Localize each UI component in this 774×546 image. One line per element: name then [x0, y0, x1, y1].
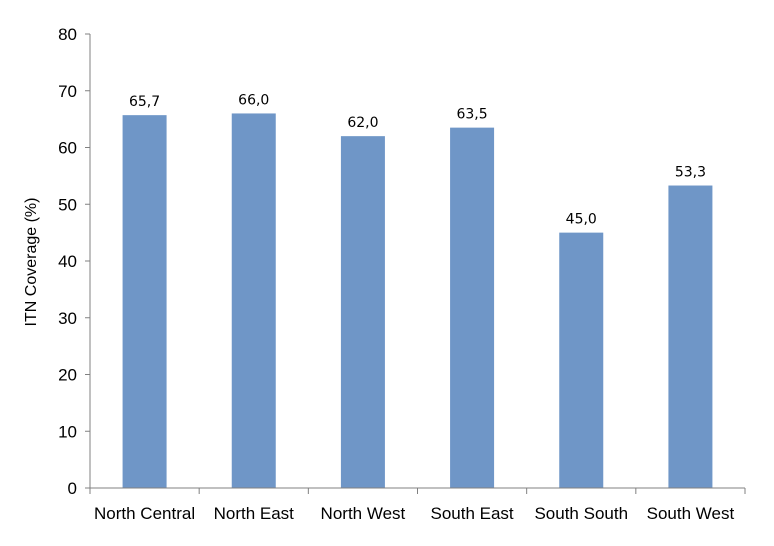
x-category-label: South East: [430, 504, 513, 523]
bar-value-label: 53,3: [675, 165, 706, 181]
bar: [559, 232, 604, 488]
y-tick-label: 40: [58, 252, 77, 271]
y-tick-label: 50: [58, 195, 77, 214]
y-tick-label: 80: [58, 25, 77, 44]
bar: [122, 115, 167, 488]
bars: 65,7 66,0 62,0 63,5 45,0 53,3: [122, 92, 713, 488]
bar: [450, 127, 495, 488]
y-tick-label: 0: [68, 479, 77, 498]
y-tick-label: 30: [58, 309, 77, 328]
bar-value-label: 63,5: [456, 107, 487, 123]
y-axis-ticks: 0 10 20 30 40 50 60 70 80: [58, 25, 90, 498]
y-tick-label: 60: [58, 139, 77, 158]
y-tick-label: 10: [58, 422, 77, 441]
x-axis-ticks: North Central North East North West South E…: [89, 488, 746, 523]
x-category-label: South South: [534, 504, 628, 523]
bar: [231, 113, 276, 488]
bar-value-label: 62,0: [347, 115, 378, 131]
x-category-label: North Central: [94, 504, 195, 523]
y-tick-label: 70: [58, 82, 77, 101]
x-category-label: South West: [647, 504, 735, 523]
bar-value-label: 65,7: [129, 94, 160, 110]
bar-value-label: 45,0: [566, 212, 597, 228]
bar: [340, 136, 385, 488]
y-axis-title: ITN Coverage (%): [23, 198, 40, 327]
bar: [668, 185, 713, 488]
x-category-label: North West: [321, 504, 406, 523]
x-category-label: North East: [214, 504, 295, 523]
y-tick-label: 20: [58, 366, 77, 385]
bar-value-label: 66,0: [238, 92, 269, 108]
